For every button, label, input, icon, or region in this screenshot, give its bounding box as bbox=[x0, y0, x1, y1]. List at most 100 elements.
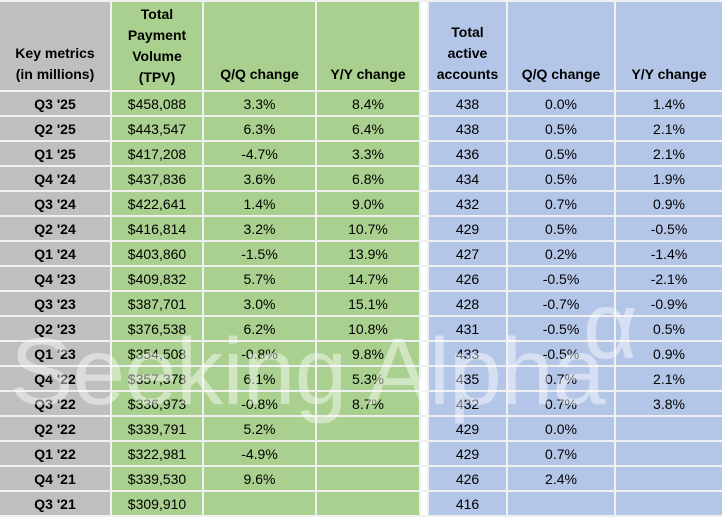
cell-active-accounts: 438 bbox=[429, 92, 506, 115]
cell-tpv-yy-change: 8.4% bbox=[317, 92, 419, 115]
cell-accounts-yy-change: 1.9% bbox=[616, 167, 722, 190]
cell-accounts-yy-change: -2.1% bbox=[616, 267, 722, 290]
cell-tpv-yy-change bbox=[317, 417, 419, 440]
cell-tpv: $387,701 bbox=[112, 292, 202, 315]
cell-quarter-label: Q3 '21 bbox=[0, 492, 110, 515]
header-accounts-qq-change: Q/Q change bbox=[508, 2, 614, 90]
cell-tpv-qq-change: 1.4% bbox=[204, 192, 315, 215]
cell-quarter-label: Q1 '22 bbox=[0, 442, 110, 465]
cell-quarter-label: Q3 '24 bbox=[0, 192, 110, 215]
cell-tpv-qq-change: 3.2% bbox=[204, 217, 315, 240]
cell-active-accounts: 432 bbox=[429, 192, 506, 215]
cell-accounts-qq-change: 0.5% bbox=[508, 167, 614, 190]
cell-tpv: $339,791 bbox=[112, 417, 202, 440]
cell-accounts-yy-change: 2.1% bbox=[616, 367, 722, 390]
cell-quarter-label: Q4 '21 bbox=[0, 467, 110, 490]
column-spacer bbox=[421, 442, 427, 465]
cell-quarter-label: Q3 '22 bbox=[0, 392, 110, 415]
cell-tpv-qq-change: 5.7% bbox=[204, 267, 315, 290]
cell-quarter-label: Q1 '25 bbox=[0, 142, 110, 165]
header-accounts-yy-change: Y/Y change bbox=[616, 2, 722, 90]
cell-tpv-yy-change: 8.7% bbox=[317, 392, 419, 415]
cell-tpv-yy-change: 9.0% bbox=[317, 192, 419, 215]
cell-accounts-qq-change: -0.5% bbox=[508, 317, 614, 340]
column-spacer bbox=[421, 2, 427, 90]
cell-active-accounts: 434 bbox=[429, 167, 506, 190]
cell-tpv-qq-change: -0.8% bbox=[204, 342, 315, 365]
cell-accounts-yy-change: 0.9% bbox=[616, 342, 722, 365]
cell-quarter-label: Q4 '22 bbox=[0, 367, 110, 390]
cell-tpv-yy-change: 9.8% bbox=[317, 342, 419, 365]
cell-tpv: $354,508 bbox=[112, 342, 202, 365]
cell-tpv-qq-change: 3.6% bbox=[204, 167, 315, 190]
cell-active-accounts: 428 bbox=[429, 292, 506, 315]
cell-active-accounts: 429 bbox=[429, 417, 506, 440]
cell-tpv: $403,860 bbox=[112, 242, 202, 265]
cell-active-accounts: 429 bbox=[429, 217, 506, 240]
column-spacer bbox=[421, 142, 427, 165]
cell-tpv: $409,832 bbox=[112, 267, 202, 290]
cell-quarter-label: Q2 '24 bbox=[0, 217, 110, 240]
cell-accounts-qq-change: -0.5% bbox=[508, 342, 614, 365]
cell-quarter-label: Q1 '23 bbox=[0, 342, 110, 365]
cell-tpv-qq-change: 3.0% bbox=[204, 292, 315, 315]
cell-active-accounts: 429 bbox=[429, 442, 506, 465]
column-spacer bbox=[421, 367, 427, 390]
cell-tpv-qq-change: -4.7% bbox=[204, 142, 315, 165]
cell-tpv-yy-change: 5.3% bbox=[317, 367, 419, 390]
cell-accounts-yy-change: 1.4% bbox=[616, 92, 722, 115]
cell-active-accounts: 431 bbox=[429, 317, 506, 340]
column-spacer bbox=[421, 217, 427, 240]
cell-accounts-qq-change: -0.7% bbox=[508, 292, 614, 315]
cell-accounts-yy-change: 0.9% bbox=[616, 192, 722, 215]
cell-tpv-yy-change: 6.8% bbox=[317, 167, 419, 190]
column-spacer bbox=[421, 167, 427, 190]
cell-tpv: $443,547 bbox=[112, 117, 202, 140]
cell-tpv-qq-change: 9.6% bbox=[204, 467, 315, 490]
cell-accounts-qq-change: 0.0% bbox=[508, 417, 614, 440]
cell-quarter-label: Q2 '23 bbox=[0, 317, 110, 340]
cell-quarter-label: Q1 '24 bbox=[0, 242, 110, 265]
cell-tpv-yy-change bbox=[317, 467, 419, 490]
cell-tpv-qq-change: 3.3% bbox=[204, 92, 315, 115]
cell-accounts-qq-change: 2.4% bbox=[508, 467, 614, 490]
cell-tpv-yy-change bbox=[317, 492, 419, 515]
cell-accounts-qq-change: 0.7% bbox=[508, 367, 614, 390]
cell-accounts-yy-change: 3.8% bbox=[616, 392, 722, 415]
cell-tpv-yy-change: 6.4% bbox=[317, 117, 419, 140]
cell-active-accounts: 435 bbox=[429, 367, 506, 390]
cell-tpv: $339,530 bbox=[112, 467, 202, 490]
cell-accounts-yy-change: -0.5% bbox=[616, 217, 722, 240]
cell-accounts-qq-change: 0.0% bbox=[508, 92, 614, 115]
cell-tpv-yy-change: 3.3% bbox=[317, 142, 419, 165]
cell-accounts-qq-change bbox=[508, 492, 614, 515]
cell-accounts-yy-change: 2.1% bbox=[616, 142, 722, 165]
cell-tpv: $458,088 bbox=[112, 92, 202, 115]
cell-tpv: $376,538 bbox=[112, 317, 202, 340]
column-spacer bbox=[421, 267, 427, 290]
column-spacer bbox=[421, 392, 427, 415]
cell-quarter-label: Q2 '25 bbox=[0, 117, 110, 140]
cell-quarter-label: Q3 '23 bbox=[0, 292, 110, 315]
cell-tpv-qq-change: -4.9% bbox=[204, 442, 315, 465]
cell-tpv-qq-change bbox=[204, 492, 315, 515]
cell-accounts-yy-change bbox=[616, 442, 722, 465]
cell-tpv-yy-change bbox=[317, 442, 419, 465]
cell-tpv: $422,641 bbox=[112, 192, 202, 215]
column-spacer bbox=[421, 317, 427, 340]
cell-accounts-yy-change: -1.4% bbox=[616, 242, 722, 265]
cell-tpv: $336,973 bbox=[112, 392, 202, 415]
cell-tpv-qq-change: 6.3% bbox=[204, 117, 315, 140]
cell-accounts-yy-change: 2.1% bbox=[616, 117, 722, 140]
cell-accounts-yy-change: -0.9% bbox=[616, 292, 722, 315]
cell-tpv: $357,378 bbox=[112, 367, 202, 390]
cell-accounts-yy-change bbox=[616, 467, 722, 490]
cell-accounts-qq-change: -0.5% bbox=[508, 267, 614, 290]
cell-tpv: $322,981 bbox=[112, 442, 202, 465]
cell-tpv: $309,910 bbox=[112, 492, 202, 515]
column-spacer bbox=[421, 467, 427, 490]
cell-accounts-qq-change: 0.5% bbox=[508, 117, 614, 140]
cell-tpv-qq-change: 6.2% bbox=[204, 317, 315, 340]
cell-tpv-qq-change: -0.8% bbox=[204, 392, 315, 415]
